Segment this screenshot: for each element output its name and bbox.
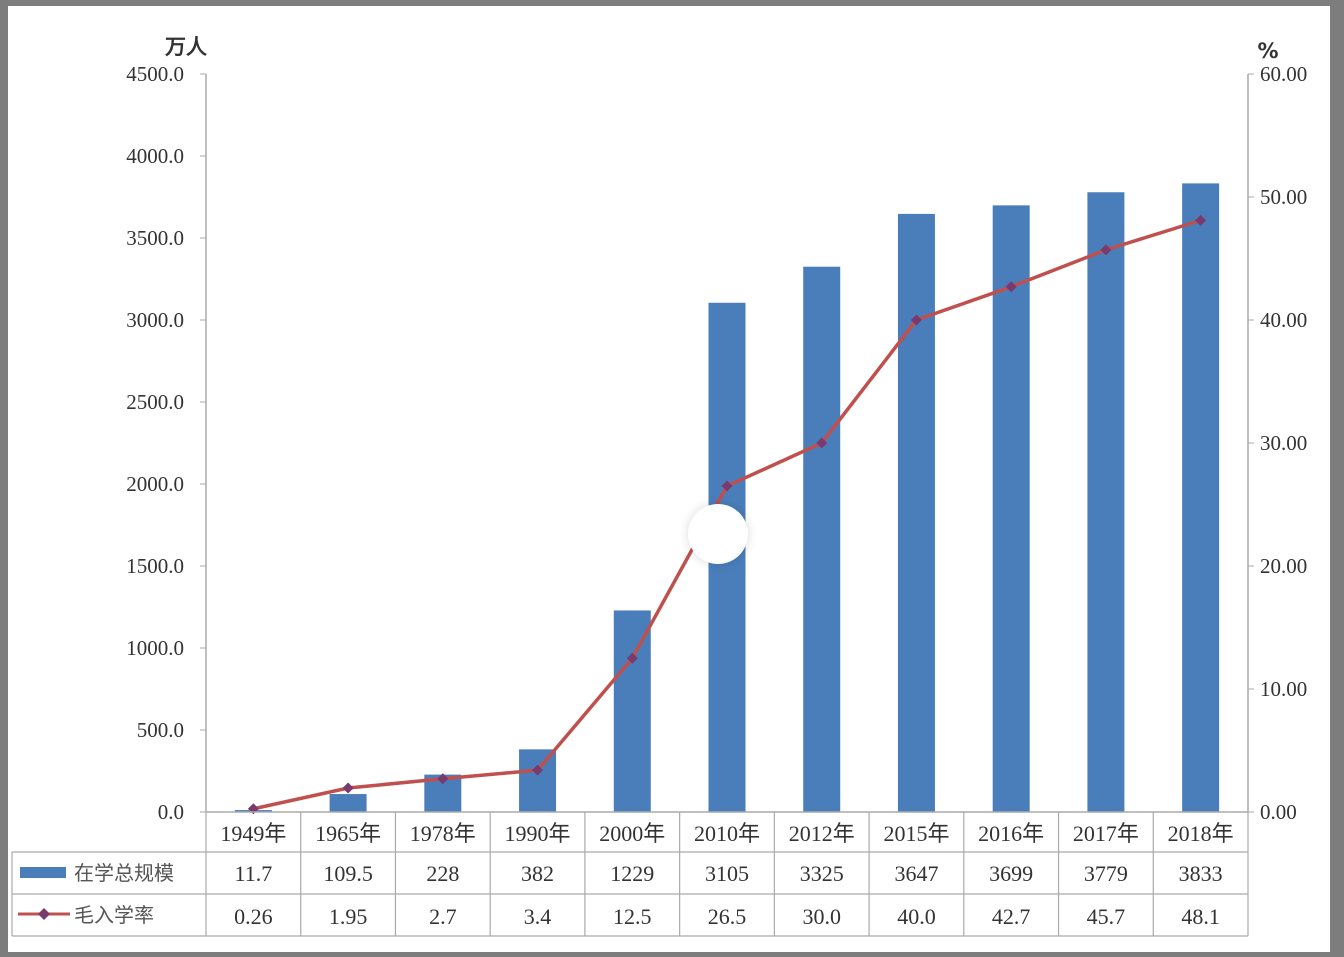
right-axis-tick-label: 0.00 (1260, 800, 1297, 824)
line-marker (437, 773, 449, 785)
left-axis-tick-label: 1000.0 (126, 636, 184, 660)
left-axis-tick-label: 3000.0 (126, 308, 184, 332)
bar (992, 205, 1030, 812)
right-axis-tick-label: 10.00 (1260, 677, 1307, 701)
left-axis-tick-label: 3500.0 (126, 226, 184, 250)
chart: 万人 0.0 500.0 1000.0 1500.0 2000.0 2500.0 3000.0… (11, 35, 1307, 937)
left-axis-tick-label: 1500.0 (126, 554, 184, 578)
table-cell-value: 42.7 (992, 904, 1031, 929)
table-cell-value: 45.7 (1087, 904, 1126, 929)
right-axis-tick-label: 40.00 (1260, 308, 1307, 332)
x-axis-tick-label: 2018年 (1168, 821, 1234, 846)
bar (897, 213, 935, 813)
x-axis-tick-label: 2000年 (599, 821, 665, 846)
x-axis-tick-label: 2017年 (1073, 821, 1139, 846)
bar (613, 610, 651, 812)
x-axis-tick-label: 2016年 (978, 821, 1044, 846)
bar (803, 266, 841, 812)
table-cell-value: 3325 (800, 861, 844, 886)
left-axis-tick-label: 4000.0 (126, 144, 184, 168)
legend-label-line: 毛入学率 (74, 903, 154, 927)
table-cell-value: 40.0 (897, 904, 936, 929)
right-axis-tick-label: 50.00 (1260, 185, 1307, 209)
table-cell-value: 3779 (1084, 861, 1128, 886)
table-cell-value: 1.95 (329, 904, 368, 929)
line-marker (1195, 214, 1207, 226)
x-axis-tick-label: 2012年 (789, 821, 855, 846)
table-cell-value: 3105 (705, 861, 749, 886)
right-axis-tick-label: 30.00 (1260, 431, 1307, 455)
left-axis-tick-label: 0.0 (158, 800, 184, 824)
line-marker (532, 764, 544, 776)
table-cell-value: 0.26 (234, 904, 273, 929)
line-marker (721, 480, 733, 492)
x-axis-tick-label: 2010年 (694, 821, 760, 846)
table-cell-value: 228 (426, 861, 459, 886)
line-marker (626, 652, 638, 664)
legend-swatch-bars (20, 867, 66, 878)
line-marker (1100, 244, 1112, 256)
table-cell-value: 109.5 (323, 861, 373, 886)
bar (329, 794, 367, 812)
right-axis-tick-label: 20.00 (1260, 554, 1307, 578)
table-cell-value: 3699 (989, 861, 1033, 886)
table-cell-value: 30.0 (802, 904, 841, 929)
table-cell-value: 3833 (1179, 861, 1223, 886)
x-axis-tick-label: 1978年 (410, 821, 476, 846)
x-axis-tick-label: 2015年 (883, 821, 949, 846)
chart-frame: 万人 0.0 500.0 1000.0 1500.0 2000.0 2500.0 3000.0… (8, 6, 1330, 952)
line-marker (1005, 281, 1017, 293)
line-marker (342, 782, 354, 794)
legend-label-bars: 在学总规模 (74, 861, 174, 885)
table-cell-value: 48.1 (1181, 904, 1220, 929)
right-axis-tick-label: 60.00 (1260, 62, 1307, 86)
table-cell-value: 2.7 (429, 904, 457, 929)
table-cell-value: 3.4 (524, 904, 552, 929)
bar (1182, 183, 1220, 812)
table-cell-value: 26.5 (708, 904, 747, 929)
left-axis-tick-label: 2000.0 (126, 472, 184, 496)
x-axis-tick-label: 1949年 (220, 821, 286, 846)
left-axis-tick-label: 500.0 (137, 718, 184, 742)
bar (519, 749, 557, 812)
table-cell-value: 11.7 (235, 861, 273, 886)
legend-swatch-marker (38, 908, 50, 920)
right-axis-unit: % (1257, 39, 1278, 63)
table-cell-value: 1229 (610, 861, 654, 886)
table-cell-value: 3647 (894, 861, 938, 886)
x-axis-tick-label: 1990年 (505, 821, 571, 846)
line-marker (910, 314, 922, 326)
line-marker (816, 437, 828, 449)
left-axis-tick-label: 4500.0 (126, 62, 184, 86)
left-axis-unit: 万人 (164, 35, 207, 59)
x-axis-tick-label: 1965年 (315, 821, 381, 846)
bar (1087, 192, 1125, 812)
play-button[interactable] (688, 504, 748, 564)
left-axis-tick-label: 2500.0 (126, 390, 184, 414)
table-cell-value: 12.5 (613, 904, 652, 929)
table-cell-value: 382 (521, 861, 554, 886)
